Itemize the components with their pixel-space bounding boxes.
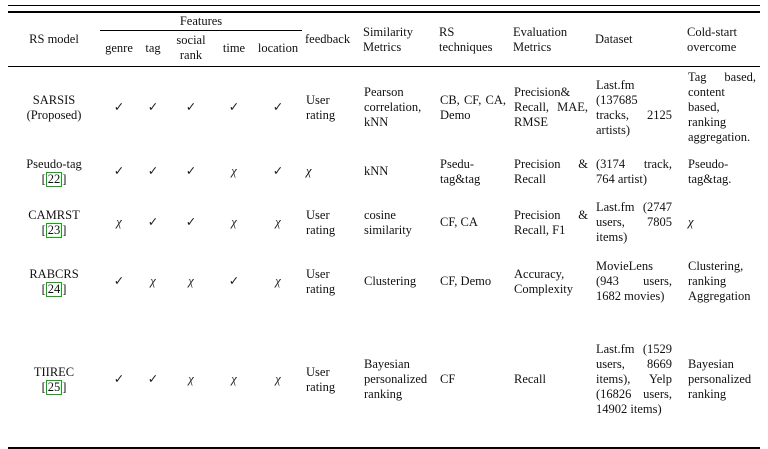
col-header-evaluation-metrics: Evaluation Metrics (513, 24, 568, 54)
cold-start-cell: Tag based, content based, ranking aggreg… (688, 70, 756, 145)
dataset-cell: Last.fm (137685 tracks, 2125 artists) (596, 77, 672, 137)
col-header-rs-techniques: RS techniques (439, 24, 493, 54)
techniques-cell: Psedu-tag&tag (440, 156, 481, 186)
feature-mark-time: χ (231, 372, 237, 386)
model-name-cell: SARSIS (Proposed) (8, 67, 100, 149)
feedback-cell: User rating (306, 364, 336, 394)
dataset-cell: MovieLens (943 users, 1682 movies) (596, 259, 672, 303)
citation-line: 22 (10, 171, 98, 187)
col-header-similarity-metrics: Similarity Metrics (363, 24, 413, 54)
citation-link[interactable]: 25 (45, 379, 63, 395)
techniques-cell: CF (440, 372, 456, 386)
header-row-1: RS model Features feedback Similarity Me… (8, 13, 760, 54)
evaluation-cell: Accuracy, Complexity (514, 266, 574, 296)
table-row-pseudo-tag: Pseudo-tag 22 ✓ ✓ ✓ χ ✓ χ kNN Psedu-tag&… (8, 149, 760, 195)
feedback-cell: User rating (306, 207, 336, 237)
model-name: CAMRST (28, 207, 80, 222)
feature-mark-location: χ (275, 372, 281, 386)
feature-mark-genre: ✓ (113, 372, 125, 386)
dataset-cell: (3174 track, 764 artist) (596, 156, 672, 186)
feedback-cell: χ (306, 164, 312, 178)
table-row-camrst: CAMRST 23 χ ✓ ✓ χ χ User rating cosine s… (8, 195, 760, 251)
col-header-time: time (222, 40, 246, 55)
feature-mark-genre: ✓ (113, 164, 125, 178)
techniques-cell: CF, CA (440, 215, 478, 229)
model-name: SARSIS (32, 92, 76, 107)
model-name-cell: RABCRS 24 (8, 251, 100, 313)
citation-line: 25 (10, 379, 98, 395)
similarity-cell: Clustering (364, 274, 417, 288)
paper-table-region: RS model Features feedback Similarity Me… (8, 0, 760, 449)
model-name: TIIREC (33, 364, 75, 379)
citation-link[interactable]: 22 (45, 171, 63, 187)
similarity-cell: kNN (364, 164, 389, 178)
similarity-cell: Pearson correlation, kNN (364, 85, 422, 130)
feature-mark-tag: ✓ (147, 372, 159, 386)
citation-link[interactable]: 23 (45, 222, 63, 238)
feature-mark-social-rank: χ (188, 372, 194, 386)
model-name-cell: TIIREC 25 (8, 313, 100, 447)
techniques-cell: CF, Demo (440, 274, 492, 288)
col-header-tag: tag (145, 40, 161, 55)
feedback-cell: User rating (306, 266, 336, 296)
dataset-cell: Last.fm (2747 users, 7805 items) (596, 200, 672, 244)
evaluation-cell: Precision & Recall, F1 (514, 207, 588, 237)
feature-mark-genre: ✓ (113, 100, 125, 115)
evaluation-cell: Precision & Recall (514, 156, 588, 186)
table-top-rule (8, 5, 760, 13)
col-group-features: Features (100, 13, 302, 31)
table-bottom-rule (8, 446, 760, 449)
citation-line: 23 (10, 222, 98, 238)
feature-mark-genre: χ (116, 215, 122, 229)
citation-line: 24 (10, 281, 98, 297)
feature-mark-location: χ (275, 274, 281, 288)
model-name: RABCRS (29, 266, 79, 281)
feature-mark-location: χ (275, 215, 281, 229)
feature-mark-social-rank: ✓ (185, 164, 197, 178)
table-row-tiirec: TIIREC 25 ✓ ✓ χ χ χ User rating Bayesian… (8, 313, 760, 447)
cold-start-cell: χ (688, 215, 694, 229)
model-name-cell: Pseudo-tag 22 (8, 149, 100, 195)
col-header-rs-model: RS model (29, 32, 79, 46)
evaluation-cell: Recall (514, 372, 546, 386)
table-row-sarsis: SARSIS (Proposed) ✓ ✓ ✓ ✓ ✓ User rating … (8, 67, 760, 149)
table-row-rabcrs: RABCRS 24 ✓ χ χ ✓ χ User rating Clusteri… (8, 251, 760, 313)
feature-mark-tag: ✓ (147, 215, 159, 229)
model-name-cell: CAMRST 23 (8, 195, 100, 251)
similarity-cell: Bayesian personalized ranking (364, 357, 428, 401)
feature-mark-genre: ✓ (113, 274, 125, 288)
similarity-cell: cosine similarity (364, 207, 412, 237)
feature-mark-time: ✓ (228, 274, 240, 288)
col-header-dataset: Dataset (595, 32, 633, 46)
feature-mark-time: χ (231, 215, 237, 229)
model-subline: (Proposed) (26, 107, 82, 122)
table-header: RS model Features feedback Similarity Me… (8, 13, 760, 67)
col-header-genre: genre (105, 40, 133, 55)
header-row-2: genre tag social rank time location (8, 31, 760, 67)
techniques-cell: CB, CF, CA, Demo (440, 92, 506, 122)
feature-mark-tag: ✓ (147, 100, 159, 115)
col-header-location: location (257, 40, 299, 55)
citation-link[interactable]: 24 (45, 281, 63, 297)
dataset-cell: Last.fm (1529 users, 8669 items), Yelp (… (596, 342, 672, 416)
col-header-feedback: feedback (305, 32, 351, 46)
feature-mark-time: ✓ (228, 100, 240, 115)
cold-start-cell: Pseudo-tag&tag. (688, 156, 732, 186)
rs-comparison-table: RS model Features feedback Similarity Me… (8, 13, 760, 447)
feature-mark-tag: ✓ (147, 164, 159, 178)
col-header-social-rank: social rank (176, 33, 206, 62)
cold-start-cell: Clustering, ranking Aggregation (688, 259, 751, 303)
feature-mark-social-rank: ✓ (185, 215, 197, 229)
feature-mark-social-rank: χ (188, 274, 194, 288)
feature-mark-social-rank: ✓ (185, 100, 197, 115)
feature-mark-tag: χ (150, 274, 156, 288)
feature-mark-time: χ (231, 164, 237, 178)
feedback-cell: User rating (306, 92, 336, 122)
cold-start-cell: Bayesian personalized ranking (688, 357, 752, 401)
col-header-cold-start: Cold-start overcome (687, 24, 737, 54)
feature-mark-location: ✓ (272, 164, 284, 178)
feature-mark-location: ✓ (272, 100, 284, 115)
model-name: Pseudo-tag (26, 156, 82, 171)
evaluation-cell: Precision& Recall, MAE, RMSE (514, 85, 588, 130)
